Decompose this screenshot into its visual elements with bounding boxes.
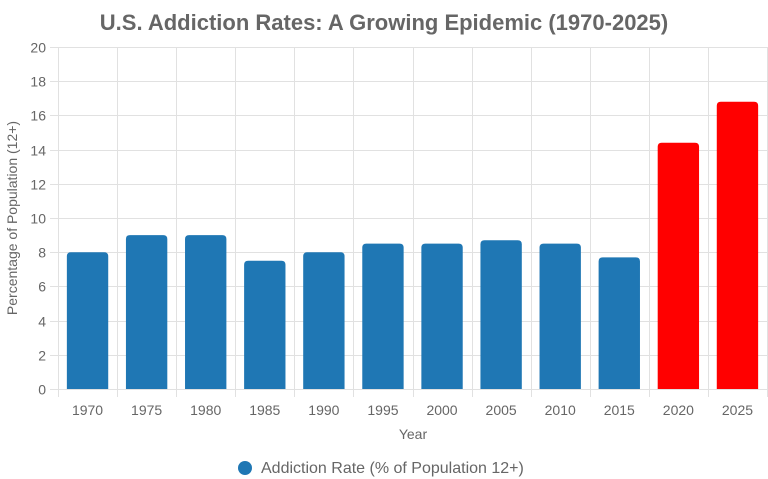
y-tick-label: 10 bbox=[30, 211, 46, 227]
bar-1975[interactable] bbox=[125, 235, 168, 389]
bar-2015[interactable] bbox=[598, 257, 640, 389]
y-axis-label: Percentage of Population (12+) bbox=[4, 121, 20, 315]
bar-1990[interactable] bbox=[303, 252, 345, 389]
x-tick-label: 2010 bbox=[545, 402, 576, 418]
x-tick-label: 2000 bbox=[426, 402, 457, 418]
x-tick-label: 1980 bbox=[190, 402, 221, 418]
x-tick-label: 1985 bbox=[249, 402, 280, 418]
y-tick-label: 12 bbox=[30, 177, 46, 193]
legend-swatch bbox=[238, 461, 252, 475]
y-tick-label: 6 bbox=[38, 279, 46, 295]
legend[interactable]: Addiction Rate (% of Population 12+) bbox=[238, 460, 524, 477]
x-tick-label: 2015 bbox=[604, 402, 635, 418]
x-tick-label: 1975 bbox=[131, 402, 162, 418]
y-tick-label: 20 bbox=[30, 40, 46, 56]
bars bbox=[66, 101, 759, 389]
bar-1995[interactable] bbox=[362, 243, 404, 389]
x-tick-label: 2005 bbox=[486, 402, 517, 418]
bar-1970[interactable] bbox=[66, 252, 109, 389]
x-tick-label: 1995 bbox=[367, 402, 398, 418]
y-tick-label: 16 bbox=[30, 108, 46, 124]
legend-label: Addiction Rate (% of Population 12+) bbox=[261, 460, 524, 477]
bar-2010[interactable] bbox=[539, 243, 581, 389]
y-tick-label: 4 bbox=[38, 314, 46, 330]
y-tick-label: 18 bbox=[30, 74, 46, 90]
x-tick-label: 2020 bbox=[663, 402, 694, 418]
x-axis-label: Year bbox=[399, 426, 428, 442]
bar-1980[interactable] bbox=[185, 235, 227, 389]
x-axis-ticks: 1970 1975 1980 1985 1990 1995 2000 2005 2010 2015… bbox=[72, 402, 753, 418]
x-tick-label: 1970 bbox=[72, 402, 103, 418]
bar-2000[interactable] bbox=[421, 243, 463, 389]
grid-lines bbox=[50, 47, 768, 397]
bar-2025[interactable] bbox=[716, 101, 759, 389]
x-tick-label: 2025 bbox=[722, 402, 753, 418]
bar-2020[interactable] bbox=[657, 142, 700, 389]
chart-title: U.S. Addiction Rates: A Growing Epidemic… bbox=[100, 10, 668, 35]
x-tick-label: 1990 bbox=[308, 402, 339, 418]
bar-1985[interactable] bbox=[244, 260, 286, 389]
y-axis-ticks: 0 2 4 6 8 10 12 14 16 18 20 bbox=[30, 40, 46, 398]
y-tick-label: 2 bbox=[38, 348, 46, 364]
y-tick-label: 0 bbox=[38, 382, 46, 398]
bar-2005[interactable] bbox=[480, 240, 522, 389]
y-tick-label: 14 bbox=[30, 143, 46, 159]
y-tick-label: 8 bbox=[38, 245, 46, 261]
